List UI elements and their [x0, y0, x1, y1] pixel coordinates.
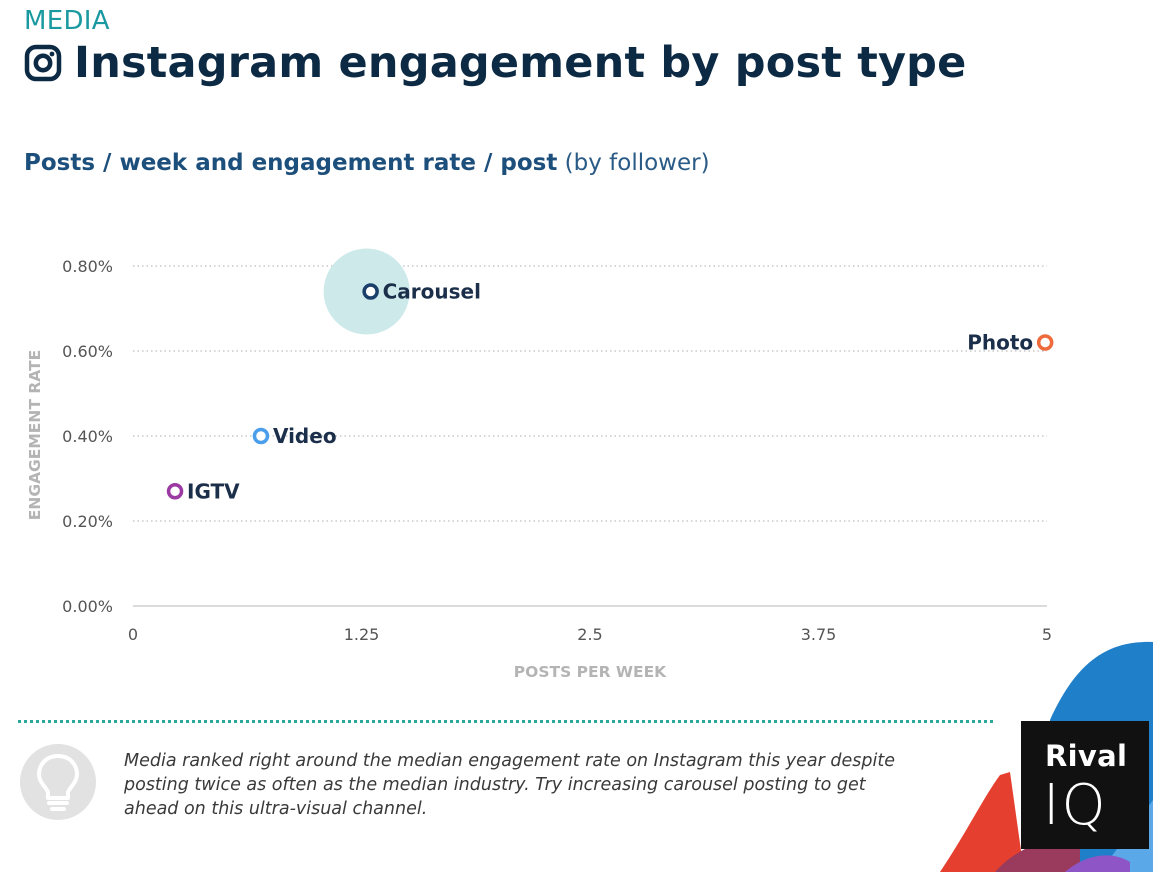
y-axis-title: ENGAGEMENT RATE — [26, 350, 44, 520]
point-photo — [1036, 334, 1054, 351]
page-title: Instagram engagement by post type — [74, 38, 967, 88]
x-tick-label: 0 — [128, 625, 138, 644]
point-carousel — [362, 283, 379, 300]
y-tick-label: 0.00% — [62, 597, 113, 616]
logo-text-iq: IQ — [1043, 773, 1108, 838]
logo-text-rival: Rival — [1045, 739, 1128, 773]
point-igtv — [166, 483, 184, 500]
lightbulb-icon — [20, 744, 96, 820]
point-label-photo: Photo — [967, 331, 1033, 355]
scatter-chart: 0.00% 0.20% 0.40% 0.60% 0.80% 0 1.25 2.5 3.75 5 PO… — [26, 248, 1054, 681]
subtitle-qualifier: (by follower) — [557, 150, 710, 176]
x-axis-title: POSTS PER WEEK — [514, 663, 667, 681]
y-tick-label: 0.20% — [62, 512, 113, 531]
y-tick-label: 0.40% — [62, 427, 113, 446]
x-tick-label: 3.75 — [801, 625, 837, 644]
x-tick-label: 5 — [1042, 625, 1052, 644]
category-kicker: MEDIA — [24, 6, 110, 36]
instagram-icon — [24, 44, 62, 82]
y-tick-label: 0.80% — [62, 257, 113, 276]
subtitle-main: Posts / week and engagement rate / post — [24, 150, 558, 176]
insight-text: Media ranked right around the median eng… — [124, 751, 895, 819]
title-row: Instagram engagement by post type — [24, 38, 967, 88]
y-tick-label: 0.60% — [62, 342, 113, 361]
divider — [18, 720, 993, 723]
x-tick-label: 2.5 — [577, 625, 602, 644]
chart-subtitle: Posts / week and engagement rate / post … — [24, 150, 710, 176]
rivaliq-logo: Rival IQ — [1021, 721, 1149, 849]
point-label-video: Video — [273, 424, 337, 448]
point-label-igtv: IGTV — [187, 479, 240, 503]
x-tick-label: 1.25 — [344, 625, 380, 644]
point-label-carousel: Carousel — [383, 280, 481, 304]
point-video — [252, 427, 270, 445]
